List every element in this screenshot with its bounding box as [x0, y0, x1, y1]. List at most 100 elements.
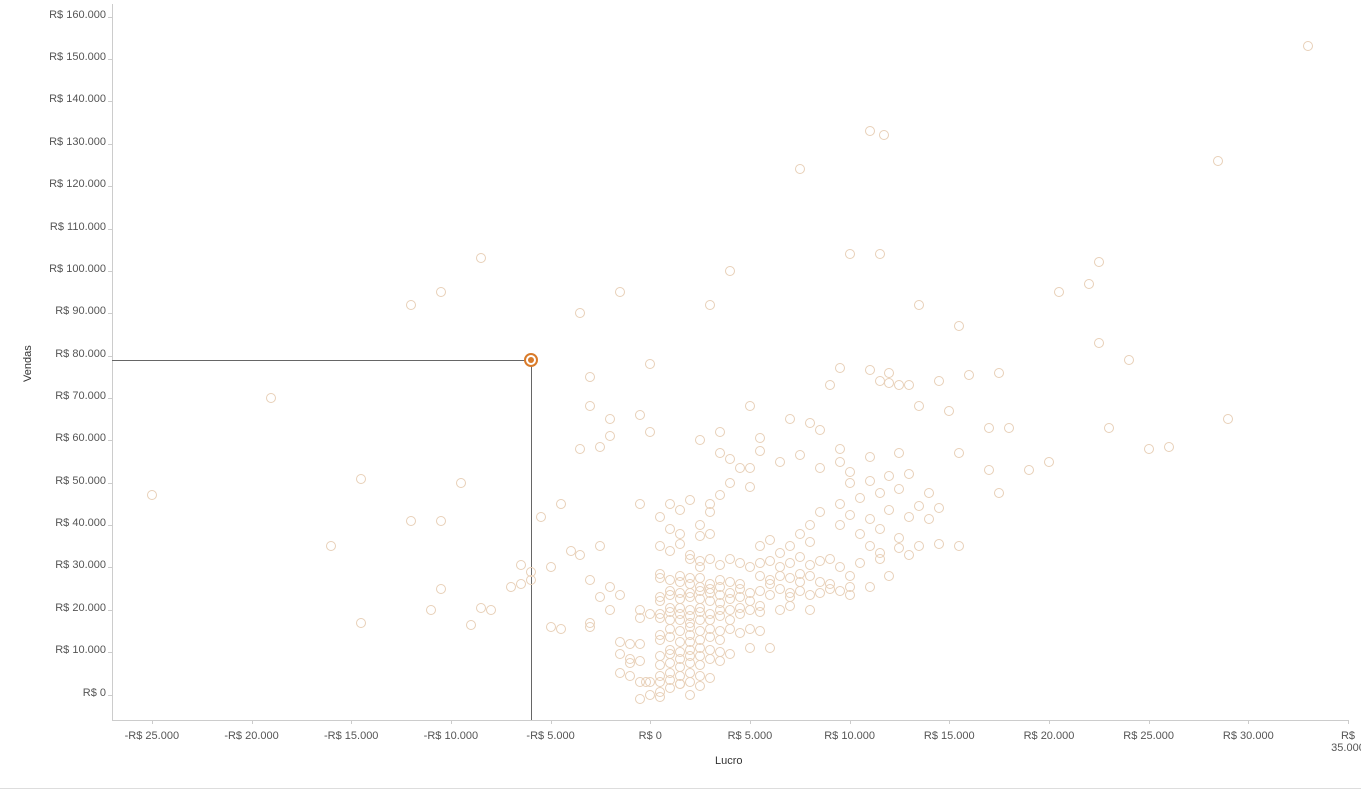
scatter-point[interactable] [785, 573, 795, 583]
scatter-point[interactable] [805, 537, 815, 547]
scatter-point[interactable] [815, 463, 825, 473]
scatter-point[interactable] [585, 401, 595, 411]
scatter-point[interactable] [884, 571, 894, 581]
scatter-point[interactable] [805, 571, 815, 581]
scatter-point[interactable] [875, 376, 885, 386]
scatter-point[interactable] [436, 287, 446, 297]
scatter-point[interactable] [725, 624, 735, 634]
scatter-point[interactable] [755, 433, 765, 443]
scatter-point[interactable] [516, 579, 526, 589]
scatter-point[interactable] [466, 620, 476, 630]
scatter-point[interactable] [546, 562, 556, 572]
scatter-point[interactable] [266, 393, 276, 403]
scatter-point[interactable] [984, 423, 994, 433]
scatter-point[interactable] [665, 524, 675, 534]
scatter-point[interactable] [894, 380, 904, 390]
scatter-point[interactable] [655, 512, 665, 522]
scatter-point[interactable] [556, 499, 566, 509]
scatter-point[interactable] [526, 575, 536, 585]
scatter-point[interactable] [595, 592, 605, 602]
scatter-point[interactable] [825, 554, 835, 564]
scatter-point[interactable] [795, 586, 805, 596]
scatter-point[interactable] [884, 378, 894, 388]
scatter-point[interactable] [845, 510, 855, 520]
scatter-point[interactable] [1094, 338, 1104, 348]
scatter-point[interactable] [665, 499, 675, 509]
scatter-point[interactable] [865, 452, 875, 462]
scatter-point[interactable] [695, 681, 705, 691]
scatter-point[interactable] [725, 454, 735, 464]
scatter-point[interactable] [904, 550, 914, 560]
scatter-point[interactable] [1303, 41, 1313, 51]
scatter-point[interactable] [695, 615, 705, 625]
scatter-point[interactable] [436, 516, 446, 526]
scatter-point[interactable] [785, 601, 795, 611]
scatter-point[interactable] [595, 541, 605, 551]
scatter-point[interactable] [964, 370, 974, 380]
scatter-point[interactable] [635, 613, 645, 623]
scatter-point[interactable] [845, 571, 855, 581]
scatter-point[interactable] [835, 562, 845, 572]
scatter-point[interactable] [635, 694, 645, 704]
scatter-point[interactable] [705, 529, 715, 539]
scatter-point[interactable] [845, 478, 855, 488]
scatter-point[interactable] [1124, 355, 1134, 365]
scatter-point[interactable] [735, 592, 745, 602]
scatter-point[interactable] [516, 560, 526, 570]
scatter-point[interactable] [655, 613, 665, 623]
scatter-point[interactable] [546, 622, 556, 632]
scatter-point[interactable] [675, 577, 685, 587]
scatter-point[interactable] [765, 643, 775, 653]
scatter-point[interactable] [486, 605, 496, 615]
scatter-point[interactable] [914, 541, 924, 551]
scatter-point[interactable] [655, 677, 665, 687]
scatter-point[interactable] [904, 380, 914, 390]
scatter-point[interactable] [954, 448, 964, 458]
scatter-point[interactable] [725, 649, 735, 659]
scatter-point[interactable] [755, 571, 765, 581]
scatter-point[interactable] [685, 690, 695, 700]
scatter-point[interactable] [615, 287, 625, 297]
scatter-point[interactable] [755, 541, 765, 551]
scatter-point[interactable] [875, 524, 885, 534]
scatter-point[interactable] [735, 558, 745, 568]
scatter-point[interactable] [904, 512, 914, 522]
scatter-point[interactable] [456, 478, 466, 488]
scatter-point[interactable] [715, 635, 725, 645]
scatter-point[interactable] [1164, 442, 1174, 452]
scatter-point[interactable] [805, 418, 815, 428]
scatter-point[interactable] [725, 554, 735, 564]
scatter-point[interactable] [934, 503, 944, 513]
scatter-point[interactable] [655, 541, 665, 551]
scatter-point[interactable] [356, 618, 366, 628]
scatter-point[interactable] [775, 605, 785, 615]
scatter-point[interactable] [675, 637, 685, 647]
scatter-point[interactable] [795, 164, 805, 174]
scatter-point[interactable] [675, 615, 685, 625]
scatter-point[interactable] [645, 359, 655, 369]
scatter-point[interactable] [865, 541, 875, 551]
scatter-point[interactable] [765, 535, 775, 545]
scatter-point[interactable] [685, 677, 695, 687]
scatter-point[interactable] [715, 560, 725, 570]
scatter-point[interactable] [1094, 257, 1104, 267]
scatter-point[interactable] [944, 406, 954, 416]
scatter-point[interactable] [815, 425, 825, 435]
scatter-point[interactable] [615, 637, 625, 647]
scatter-point[interactable] [695, 531, 705, 541]
scatter-point[interactable] [476, 603, 486, 613]
scatter-point[interactable] [875, 249, 885, 259]
scatter-point[interactable] [715, 656, 725, 666]
scatter-point[interactable] [835, 444, 845, 454]
scatter-point[interactable] [835, 457, 845, 467]
scatter-point[interactable] [845, 467, 855, 477]
scatter-point[interactable] [775, 584, 785, 594]
scatter-point[interactable] [655, 687, 665, 697]
scatter-point[interactable] [795, 529, 805, 539]
scatter-point[interactable] [765, 579, 775, 589]
scatter-point[interactable] [645, 690, 655, 700]
scatter-point[interactable] [815, 556, 825, 566]
scatter-point[interactable] [735, 628, 745, 638]
scatter-point[interactable] [884, 368, 894, 378]
scatter-point[interactable] [675, 626, 685, 636]
